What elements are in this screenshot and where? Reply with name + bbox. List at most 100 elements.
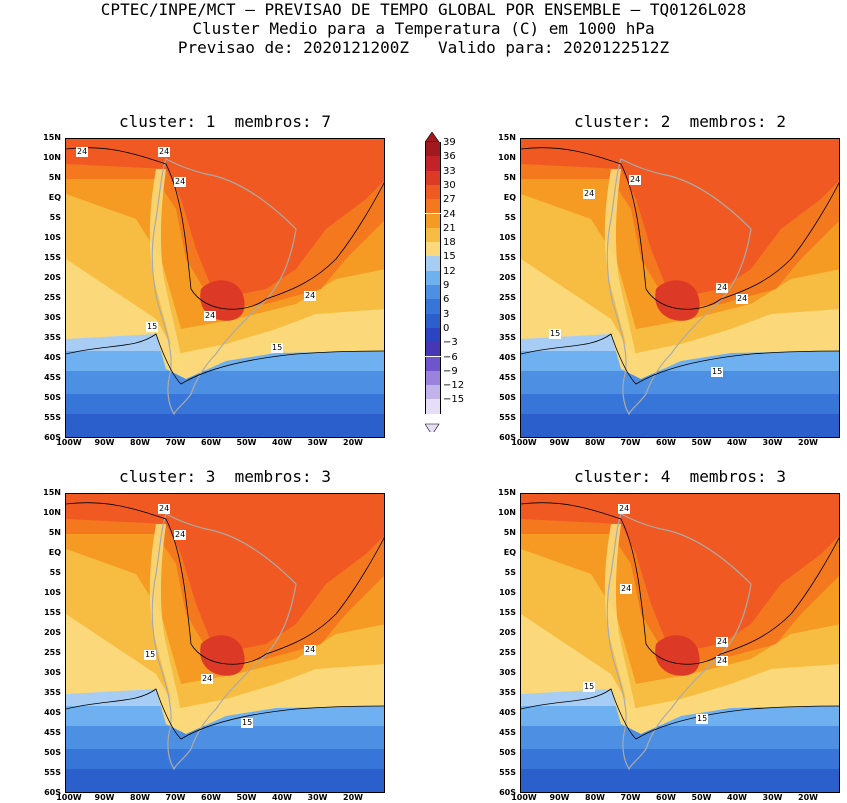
contour-label: 24 — [620, 584, 633, 594]
lat-label: 30S — [499, 668, 516, 677]
lat-label: EQ — [503, 193, 516, 202]
lat-label: 50S — [44, 393, 61, 402]
colorbar-swatch — [425, 256, 441, 271]
lon-label: 80W — [585, 438, 605, 447]
lat-label: 10S — [499, 588, 516, 597]
lat-label: 40S — [44, 353, 61, 362]
colorbar-swatch — [425, 385, 441, 400]
colorbar-swatch — [425, 399, 441, 414]
lon-label: 20W — [798, 793, 818, 802]
lat-label: 30S — [499, 313, 516, 322]
lon-label: 40W — [272, 438, 292, 447]
lat-label: 30S — [44, 313, 61, 322]
lon-label: 70W — [620, 438, 641, 447]
lat-label: 20S — [499, 628, 516, 637]
lat-label: 10S — [44, 588, 61, 597]
lat-label: 15S — [44, 608, 61, 617]
lon-label: 80W — [130, 438, 150, 447]
contour-label: 24 — [716, 637, 729, 647]
map-area: 24 24 24 24 15 15 — [65, 493, 385, 793]
lat-label: 5N — [48, 528, 61, 537]
panel-title: cluster: 2 membros: 2 — [574, 112, 786, 131]
contour-label: 24 — [158, 504, 171, 514]
temperature-map — [521, 139, 840, 438]
lon-label: 20W — [343, 793, 363, 802]
lat-label: 25S — [499, 648, 516, 657]
lon-label: 60W — [656, 438, 676, 447]
lon-label: 50W — [691, 793, 712, 802]
lon-label: 40W — [727, 793, 747, 802]
lat-label: 15S — [499, 253, 516, 262]
colorbar-swatch — [425, 184, 441, 200]
lon-label: 90W — [549, 793, 570, 802]
colorbar-swatch — [425, 313, 441, 328]
map-area: 24 24 24 24 15 15 — [520, 493, 840, 793]
colorbar-swatch — [425, 356, 441, 371]
lon-label: 100W — [511, 438, 537, 447]
lat-label: 25S — [499, 293, 516, 302]
lat-label: EQ — [48, 548, 61, 557]
contour-label: 24 — [201, 674, 214, 684]
lon-label: 70W — [165, 793, 186, 802]
colorbar-arrow-top — [425, 132, 440, 143]
lat-label: 35S — [44, 333, 61, 342]
contour-label: 15 — [146, 322, 159, 332]
lat-label: 5S — [504, 568, 516, 577]
panel-title: cluster: 1 membros: 7 — [119, 112, 331, 131]
colorbar-label: 6 — [443, 294, 450, 306]
contour-label: 24 — [174, 177, 187, 187]
lon-label: 40W — [727, 438, 747, 447]
lat-label: 60S — [499, 788, 516, 797]
lat-label: 60S — [44, 433, 61, 442]
lat-label: 45S — [499, 728, 516, 737]
colorbar-swatch — [425, 242, 441, 257]
contour-label: 24 — [204, 311, 217, 321]
contour-label: 15 — [583, 682, 596, 692]
colorbar-swatch — [425, 156, 441, 171]
lat-label: 45S — [499, 373, 516, 382]
colorbar-label: 3 — [443, 308, 450, 320]
lon-label: 70W — [620, 793, 641, 802]
colorbar-label: 0 — [443, 322, 450, 334]
lon-label: 100W — [56, 438, 82, 447]
lat-label: 55S — [44, 768, 61, 777]
colorbar-label: 24 — [443, 208, 456, 220]
contour-label: 24 — [174, 530, 187, 540]
colorbar-label: 27 — [443, 194, 456, 206]
map-area: 24 24 24 24 24 15 15 — [65, 138, 385, 438]
lon-label: 80W — [585, 793, 605, 802]
colorbar-label: −15 — [443, 394, 465, 406]
lat-label: 55S — [499, 413, 516, 422]
colorbar-swatch — [425, 285, 441, 300]
lat-label: 5S — [504, 213, 516, 222]
colorbar-swatch — [425, 342, 441, 357]
colorbar-swatch — [425, 370, 441, 386]
lon-label: 80W — [130, 793, 150, 802]
lat-label: 15S — [499, 608, 516, 617]
lat-label: 45S — [44, 373, 61, 382]
lat-label: 40S — [44, 708, 61, 717]
panel-title: cluster: 3 membros: 3 — [119, 467, 331, 486]
lat-label: 10S — [44, 233, 61, 242]
colorbar-swatch — [425, 227, 441, 243]
colorbar-swatch — [425, 199, 441, 214]
colorbar-swatch — [425, 327, 441, 343]
contour-label: 24 — [716, 656, 729, 666]
header-line-3: Previsao de: 2020121200Z Valido para: 20… — [177, 38, 670, 57]
colorbar-label: 30 — [443, 179, 456, 191]
lat-label: EQ — [503, 548, 516, 557]
colorbar-label: −12 — [443, 380, 465, 392]
lat-label: 15N — [43, 488, 61, 497]
lat-label: 15N — [498, 133, 516, 142]
colorbar-label: 39 — [443, 137, 456, 148]
lat-label: 10N — [43, 153, 61, 162]
lat-label: 15N — [498, 488, 516, 497]
lon-label: 60W — [201, 438, 221, 447]
lat-label: 30S — [44, 668, 61, 677]
colorbar-label: −3 — [443, 337, 458, 349]
header-line-2: Cluster Medio para a Temperatura (C) em … — [192, 19, 655, 38]
contour-label: 24 — [716, 283, 729, 293]
lat-label: 60S — [44, 788, 61, 797]
lat-label: 35S — [499, 333, 516, 342]
contour-label: 15 — [696, 714, 709, 724]
